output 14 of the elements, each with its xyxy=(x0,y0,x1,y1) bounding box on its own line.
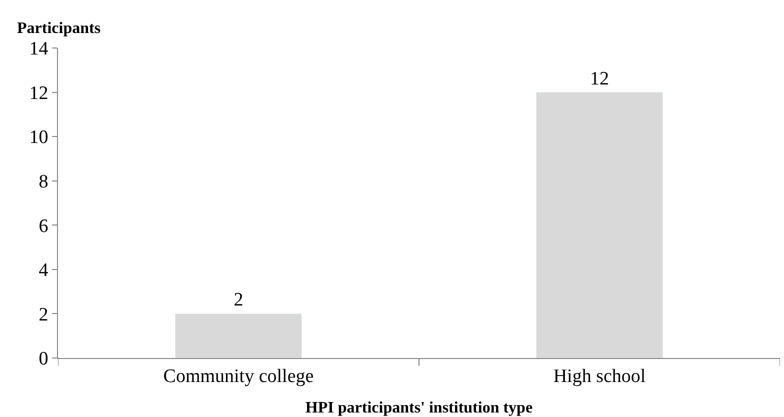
y-tick-label: 12 xyxy=(29,82,48,104)
x-tick-label: Community college xyxy=(163,366,314,387)
y-tick-label: 6 xyxy=(38,216,48,237)
y-tick-label: 10 xyxy=(29,127,48,148)
x-tick-label: High school xyxy=(553,366,646,387)
y-tick-label: 14 xyxy=(29,38,49,60)
data-label: 2 xyxy=(234,290,244,311)
y-tick-label: 0 xyxy=(38,348,48,370)
y-axis-title: Participants xyxy=(17,20,101,37)
y-tick-label: 8 xyxy=(38,172,48,193)
y-tick-label: 2 xyxy=(38,304,48,326)
y-tick-label: 4 xyxy=(38,260,49,282)
data-label: 12 xyxy=(590,68,609,90)
x-axis-title: HPI participants' institution type xyxy=(305,400,533,416)
